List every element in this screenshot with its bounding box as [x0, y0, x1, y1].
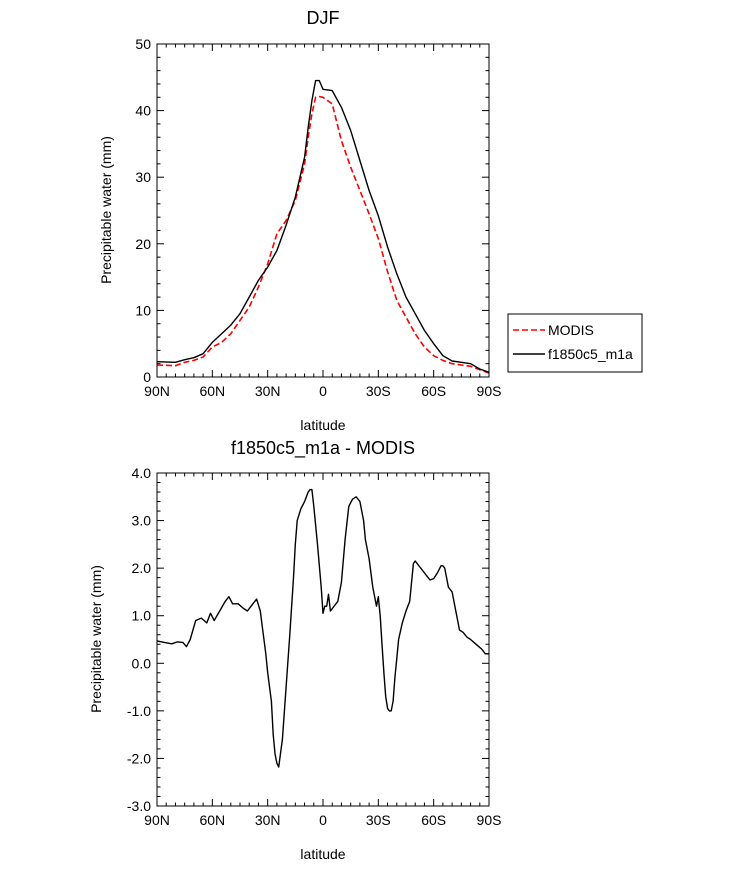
x-tick-label: 60S [421, 383, 446, 399]
y-tick-label: -1.0 [127, 703, 151, 719]
x-tick-label: 30S [366, 812, 391, 828]
x-tick-label: 60N [199, 812, 225, 828]
f1850c5-m1a-series-line [156, 79, 490, 373]
bottom-chart-title: f1850c5_m1a - MODIS [231, 438, 415, 459]
y-tick-label: -2.0 [127, 750, 151, 766]
y-tick-label: 30 [135, 169, 151, 185]
x-tick-label: 90S [477, 383, 502, 399]
x-tick-label: 90S [477, 812, 502, 828]
bottom-tick-marks [156, 472, 490, 807]
x-tick-label: 30N [255, 812, 281, 828]
x-tick-label: 0 [319, 812, 327, 828]
top-y-axis-label: Precipitable water (mm) [98, 136, 114, 284]
modis-series-line [156, 95, 490, 374]
x-tick-label: 0 [319, 383, 327, 399]
top-x-tick-labels: 90N 60N 30N 0 30S 60S 90S [144, 383, 501, 399]
bottom-y-axis-label: Precipitable water (mm) [88, 565, 104, 713]
x-tick-label: 30N [255, 383, 281, 399]
x-tick-label: 30S [366, 383, 391, 399]
y-tick-label: 0.0 [132, 655, 152, 671]
bottom-x-tick-labels: 90N 60N 30N 0 30S 60S 90S [144, 812, 501, 828]
top-chart-title: DJF [307, 8, 340, 28]
top-plot-frame [156, 43, 490, 378]
legend-box [507, 313, 643, 373]
x-tick-label: 90N [144, 812, 170, 828]
bottom-x-axis-label: latitude [300, 846, 345, 862]
top-series-lines [156, 79, 490, 374]
bottom-series-lines [156, 488, 489, 768]
top-y-tick-labels: 0 10 20 30 40 50 [135, 36, 151, 385]
y-tick-label: 1.0 [132, 608, 152, 624]
y-tick-label: 4.0 [132, 465, 152, 481]
y-tick-label: 20 [135, 236, 151, 252]
y-tick-label: -3.0 [127, 798, 151, 814]
y-tick-label: 50 [135, 36, 151, 52]
y-tick-label: 0 [143, 369, 151, 385]
legend-label-model: f1850c5_m1a [548, 346, 633, 362]
y-tick-label: 2.0 [132, 560, 152, 576]
bottom-plot-frame [156, 472, 490, 807]
legend: MODIS f1850c5_m1a [507, 313, 643, 373]
top-panel: DJF latitude Precipitable water (mm) 90N… [98, 8, 643, 433]
bottom-panel: f1850c5_m1a - MODIS latitude Precipitabl… [88, 438, 501, 862]
x-tick-label: 60N [199, 383, 225, 399]
top-x-axis-label: latitude [300, 417, 345, 433]
legend-label-modis: MODIS [548, 322, 594, 338]
y-tick-label: 40 [135, 103, 151, 119]
difference-series-line [156, 488, 489, 768]
bottom-y-tick-labels: -3.0 -2.0 -1.0 0.0 1.0 2.0 3.0 4.0 [127, 465, 151, 814]
x-tick-label: 60S [421, 812, 446, 828]
top-tick-marks [156, 43, 490, 378]
x-tick-label: 90N [144, 383, 170, 399]
y-tick-label: 3.0 [132, 513, 152, 529]
y-tick-label: 10 [135, 302, 151, 318]
